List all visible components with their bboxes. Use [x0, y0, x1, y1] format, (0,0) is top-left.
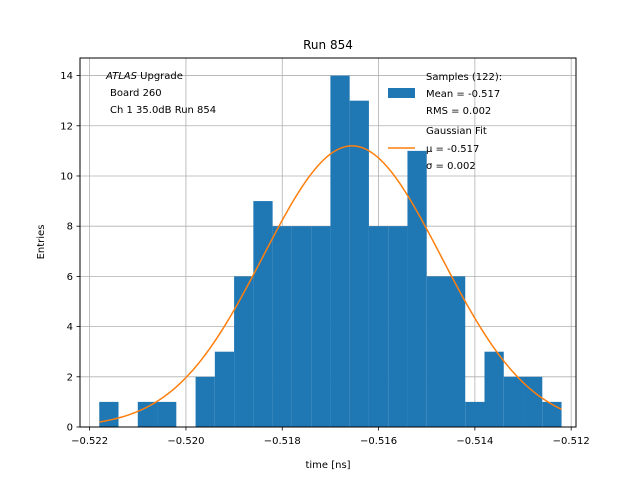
histogram-bar	[484, 351, 504, 427]
legend-mean-text: Mean = -0.517	[426, 89, 500, 100]
x-tick-label: −0.512	[553, 436, 590, 447]
y-tick-label: 10	[60, 171, 73, 182]
histogram-bar	[368, 226, 389, 427]
histogram-bars	[99, 75, 562, 428]
histogram-bar	[465, 401, 485, 427]
histogram-bar	[195, 376, 215, 427]
x-tick-label: −0.520	[167, 436, 204, 447]
histogram-bar	[523, 376, 543, 427]
histogram-bar	[388, 226, 408, 427]
histogram-bar	[311, 226, 331, 427]
legend-mu-text: μ = -0.517	[426, 144, 479, 155]
upgrade-text: Upgrade	[137, 71, 183, 82]
histogram-bar	[330, 75, 350, 428]
y-tick-label: 14	[60, 71, 73, 82]
legend-samples-label: Samples (122):	[426, 72, 502, 83]
histogram-bar	[542, 401, 562, 427]
histogram-bar	[445, 276, 466, 427]
x-tick-label: −0.522	[71, 436, 108, 447]
x-tick-label: −0.514	[456, 436, 493, 447]
histogram-bar	[272, 226, 292, 427]
y-tick-label: 12	[60, 121, 73, 132]
channel-run-label: Ch 1 35.0dB Run 854	[110, 105, 216, 116]
histogram-bar	[99, 401, 119, 427]
histogram-bar	[234, 276, 254, 427]
histogram-bar	[291, 226, 312, 427]
y-tick-label: 2	[67, 372, 73, 383]
y-tick-label: 8	[67, 222, 73, 233]
y-tick-label: 4	[67, 322, 73, 333]
legend-bar-swatch	[388, 88, 415, 98]
histogram-bar	[137, 401, 158, 427]
chart-title: Run 854	[303, 38, 353, 52]
legend-fit-label: Gaussian Fit	[426, 126, 487, 137]
atlas-italic-text: ATLAS	[105, 71, 138, 82]
x-axis-label: time [ns]	[305, 460, 350, 471]
x-tick-label: −0.518	[264, 436, 301, 447]
histogram-bar	[157, 401, 177, 427]
board-label: Board 260	[110, 88, 162, 99]
gaussian-fit-line	[99, 145, 562, 423]
histogram-bar	[253, 201, 273, 427]
y-axis-ticks: 0 2 4 6 8 10 12 14	[60, 71, 80, 434]
histogram-bar	[214, 351, 235, 427]
y-tick-label: 0	[67, 423, 73, 434]
x-tick-label: −0.516	[360, 436, 397, 447]
y-tick-label: 6	[67, 272, 73, 283]
histogram-bar	[503, 376, 524, 427]
gaussian-fit	[99, 145, 562, 423]
histogram-bar	[407, 150, 427, 427]
histogram-bar	[426, 276, 446, 427]
annotation-box: ATLAS Upgrade Board 260 Ch 1 35.0dB Run …	[105, 71, 216, 116]
x-axis-ticks: −0.522 −0.520 −0.518 −0.516 −0.514 −0.512	[71, 427, 590, 447]
histogram-bar	[349, 100, 369, 428]
atlas-upgrade-label: ATLAS Upgrade	[105, 71, 183, 82]
plot-frame	[79, 57, 577, 428]
legend: Samples (122): Mean = -0.517 RMS = 0.002…	[388, 72, 502, 172]
legend-rms-text: RMS = 0.002	[426, 106, 491, 117]
y-axis-label: Entries	[36, 225, 47, 260]
legend-sigma-text: σ = 0.002	[426, 161, 476, 172]
